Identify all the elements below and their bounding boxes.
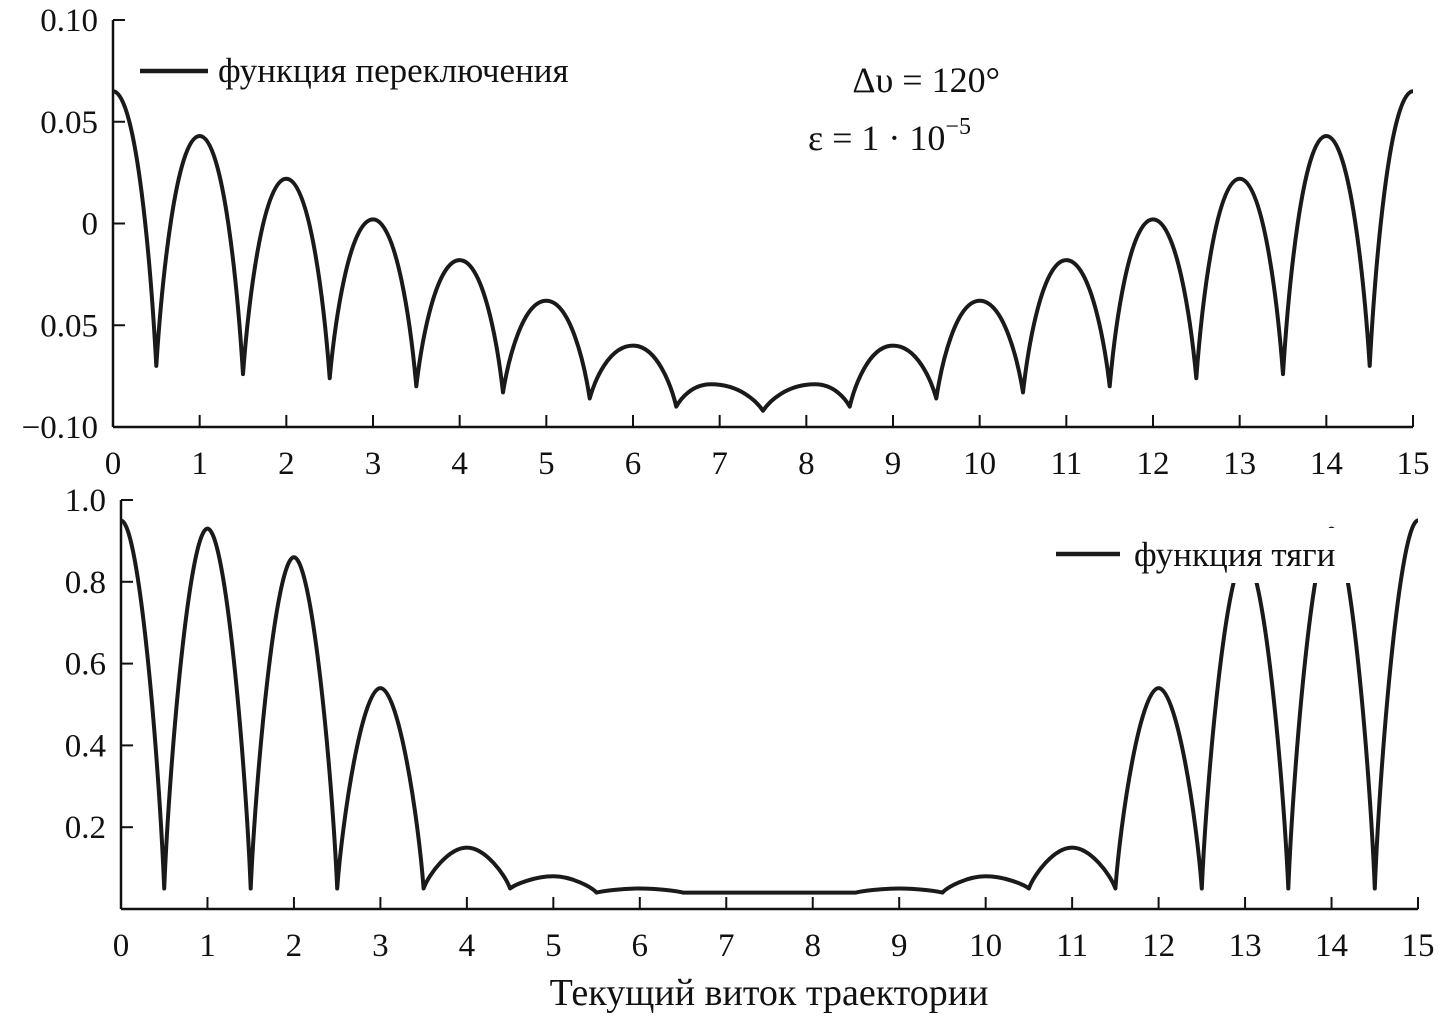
bottom-x-tick-label: 13 bbox=[1229, 928, 1262, 964]
thrust-function-panel: 0 1 2 3 4 5 6 7 8 9 10 11 12 13 14 151.00.80.60.40.2 фу… bbox=[65, 483, 1435, 1014]
bottom-x-tick-label: 0 bbox=[113, 928, 130, 964]
top-x-tick-label: 4 bbox=[451, 446, 468, 482]
bottom-legend: функция тяги bbox=[1050, 528, 1395, 583]
top-x-tick-label: 9 bbox=[885, 446, 902, 482]
bottom-tick-group: 0 1 2 3 4 5 6 7 8 9 10 11 12 13 14 151.00.80.60.40.2 bbox=[65, 483, 1435, 964]
bottom-x-tick-label: 3 bbox=[372, 928, 389, 964]
bottom-x-tick-label: 12 bbox=[1142, 928, 1175, 964]
top-x-tick-label: 1 bbox=[191, 446, 208, 482]
top-x-tick-label: 2 bbox=[278, 446, 295, 482]
top-x-tick-label: 3 bbox=[365, 446, 382, 482]
top-y-tick-label: 0.05 bbox=[40, 308, 98, 344]
bottom-x-tick-label: 2 bbox=[286, 928, 303, 964]
bottom-legend-label: функция тяги bbox=[1134, 535, 1335, 574]
bottom-x-tick-label: 11 bbox=[1056, 928, 1088, 964]
top-x-tick-label: 14 bbox=[1310, 446, 1343, 482]
epsilon-annotation-main: ε = 1 · 10 bbox=[808, 118, 945, 158]
top-x-tick-label: 11 bbox=[1050, 446, 1082, 482]
top-x-tick-label: 6 bbox=[625, 446, 642, 482]
top-x-tick-label: 0 bbox=[105, 446, 122, 482]
thrust-function-line bbox=[119, 518, 1420, 895]
bottom-x-tick-label: 5 bbox=[545, 928, 562, 964]
top-x-tick-label: 5 bbox=[538, 446, 555, 482]
bottom-y-tick-label: 1.0 bbox=[65, 483, 106, 519]
bottom-y-tick-label: 0.6 bbox=[65, 647, 106, 683]
bottom-x-tick-label: 7 bbox=[718, 928, 735, 964]
top-x-tick-label: 13 bbox=[1223, 446, 1256, 482]
delta-upsilon-annotation: Δυ = 120° bbox=[852, 60, 1000, 100]
bottom-x-tick-label: 9 bbox=[891, 928, 908, 964]
bottom-y-tick-label: 0.2 bbox=[65, 810, 106, 846]
switching-function-panel: 0 1 2 3 4 5 6 7 8 9 10 11 12 13 14 150.100.0500.05−0.10… bbox=[22, 3, 1430, 482]
top-y-tick-label: 0.05 bbox=[40, 105, 98, 141]
bottom-x-tick-label: 10 bbox=[969, 928, 1002, 964]
epsilon-annotation: ε = 1 · 10−5 bbox=[808, 114, 971, 158]
bottom-x-tick-label: 1 bbox=[199, 928, 216, 964]
x-axis-title: Текущий виток траектории bbox=[550, 972, 989, 1014]
bottom-y-tick-label: 0.4 bbox=[65, 728, 106, 764]
top-x-tick-label: 12 bbox=[1137, 446, 1170, 482]
top-x-tick-label: 7 bbox=[711, 446, 728, 482]
top-y-tick-label: −0.10 bbox=[22, 410, 98, 446]
bottom-x-tick-label: 15 bbox=[1402, 928, 1435, 964]
top-x-tick-label: 8 bbox=[798, 446, 815, 482]
top-x-tick-label: 15 bbox=[1397, 446, 1430, 482]
top-x-tick-label: 10 bbox=[963, 446, 996, 482]
top-y-tick-label: 0 bbox=[82, 207, 99, 243]
top-legend-label: функция переключения bbox=[218, 51, 569, 90]
bottom-x-tick-label: 14 bbox=[1315, 928, 1348, 964]
epsilon-annotation-exponent: −5 bbox=[945, 114, 971, 140]
top-y-tick-label: 0.10 bbox=[40, 3, 98, 39]
bottom-x-tick-label: 8 bbox=[804, 928, 821, 964]
switching-function-line bbox=[112, 89, 1414, 413]
bottom-x-tick-label: 6 bbox=[632, 928, 649, 964]
top-legend: функция переключения bbox=[140, 51, 569, 90]
bottom-x-tick-label: 4 bbox=[459, 928, 476, 964]
bottom-y-tick-label: 0.8 bbox=[65, 565, 106, 601]
